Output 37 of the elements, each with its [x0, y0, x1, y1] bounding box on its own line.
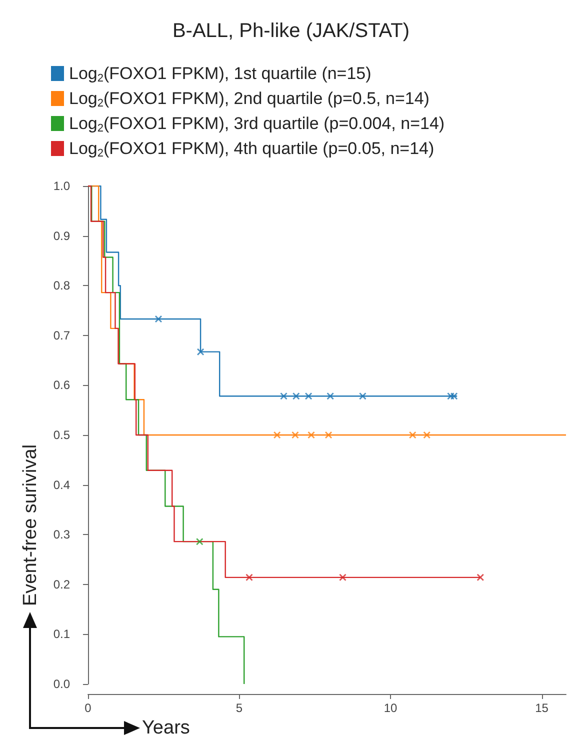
point [326, 392, 334, 400]
x-tick-label: 10 [384, 701, 398, 715]
point [273, 431, 281, 439]
point [154, 315, 162, 323]
point [304, 392, 312, 400]
point [280, 392, 288, 400]
point [196, 538, 204, 546]
point [246, 574, 253, 582]
y-tick-label: 0.3 [53, 528, 70, 542]
x-tick-label: 15 [535, 701, 549, 715]
point [292, 392, 300, 400]
point [359, 392, 366, 400]
y-tick-label: 1.0 [53, 179, 70, 193]
y-tick-label: 0.9 [53, 228, 70, 243]
point [476, 574, 484, 582]
x-tick-label: 5 [236, 701, 243, 715]
point [423, 431, 431, 439]
y-axis-title: Event-free surivival [20, 444, 41, 606]
point [292, 431, 299, 439]
y-tick-label: 0.8 [53, 278, 70, 293]
point [324, 431, 332, 439]
point [450, 392, 458, 400]
y-tick-label: 0.1 [53, 627, 70, 642]
point [308, 431, 315, 439]
point [339, 574, 346, 582]
y-tick-label: 0.7 [53, 328, 70, 342]
y-tick-label: 0.6 [53, 378, 70, 392]
y-tick-label: 0.2 [53, 577, 70, 592]
point [408, 431, 416, 439]
y-tick-label: 0.0 [53, 677, 70, 691]
x-tick-label: 0 [84, 701, 92, 715]
point [196, 348, 204, 356]
y-tick-label: 0.5 [53, 428, 70, 442]
chart-title: B-ALL, Ph-like (JAK/STAT) [172, 20, 410, 42]
x-axis-title: Years [142, 718, 190, 738]
y-tick-label: 0.4 [53, 478, 70, 492]
point [447, 392, 454, 400]
